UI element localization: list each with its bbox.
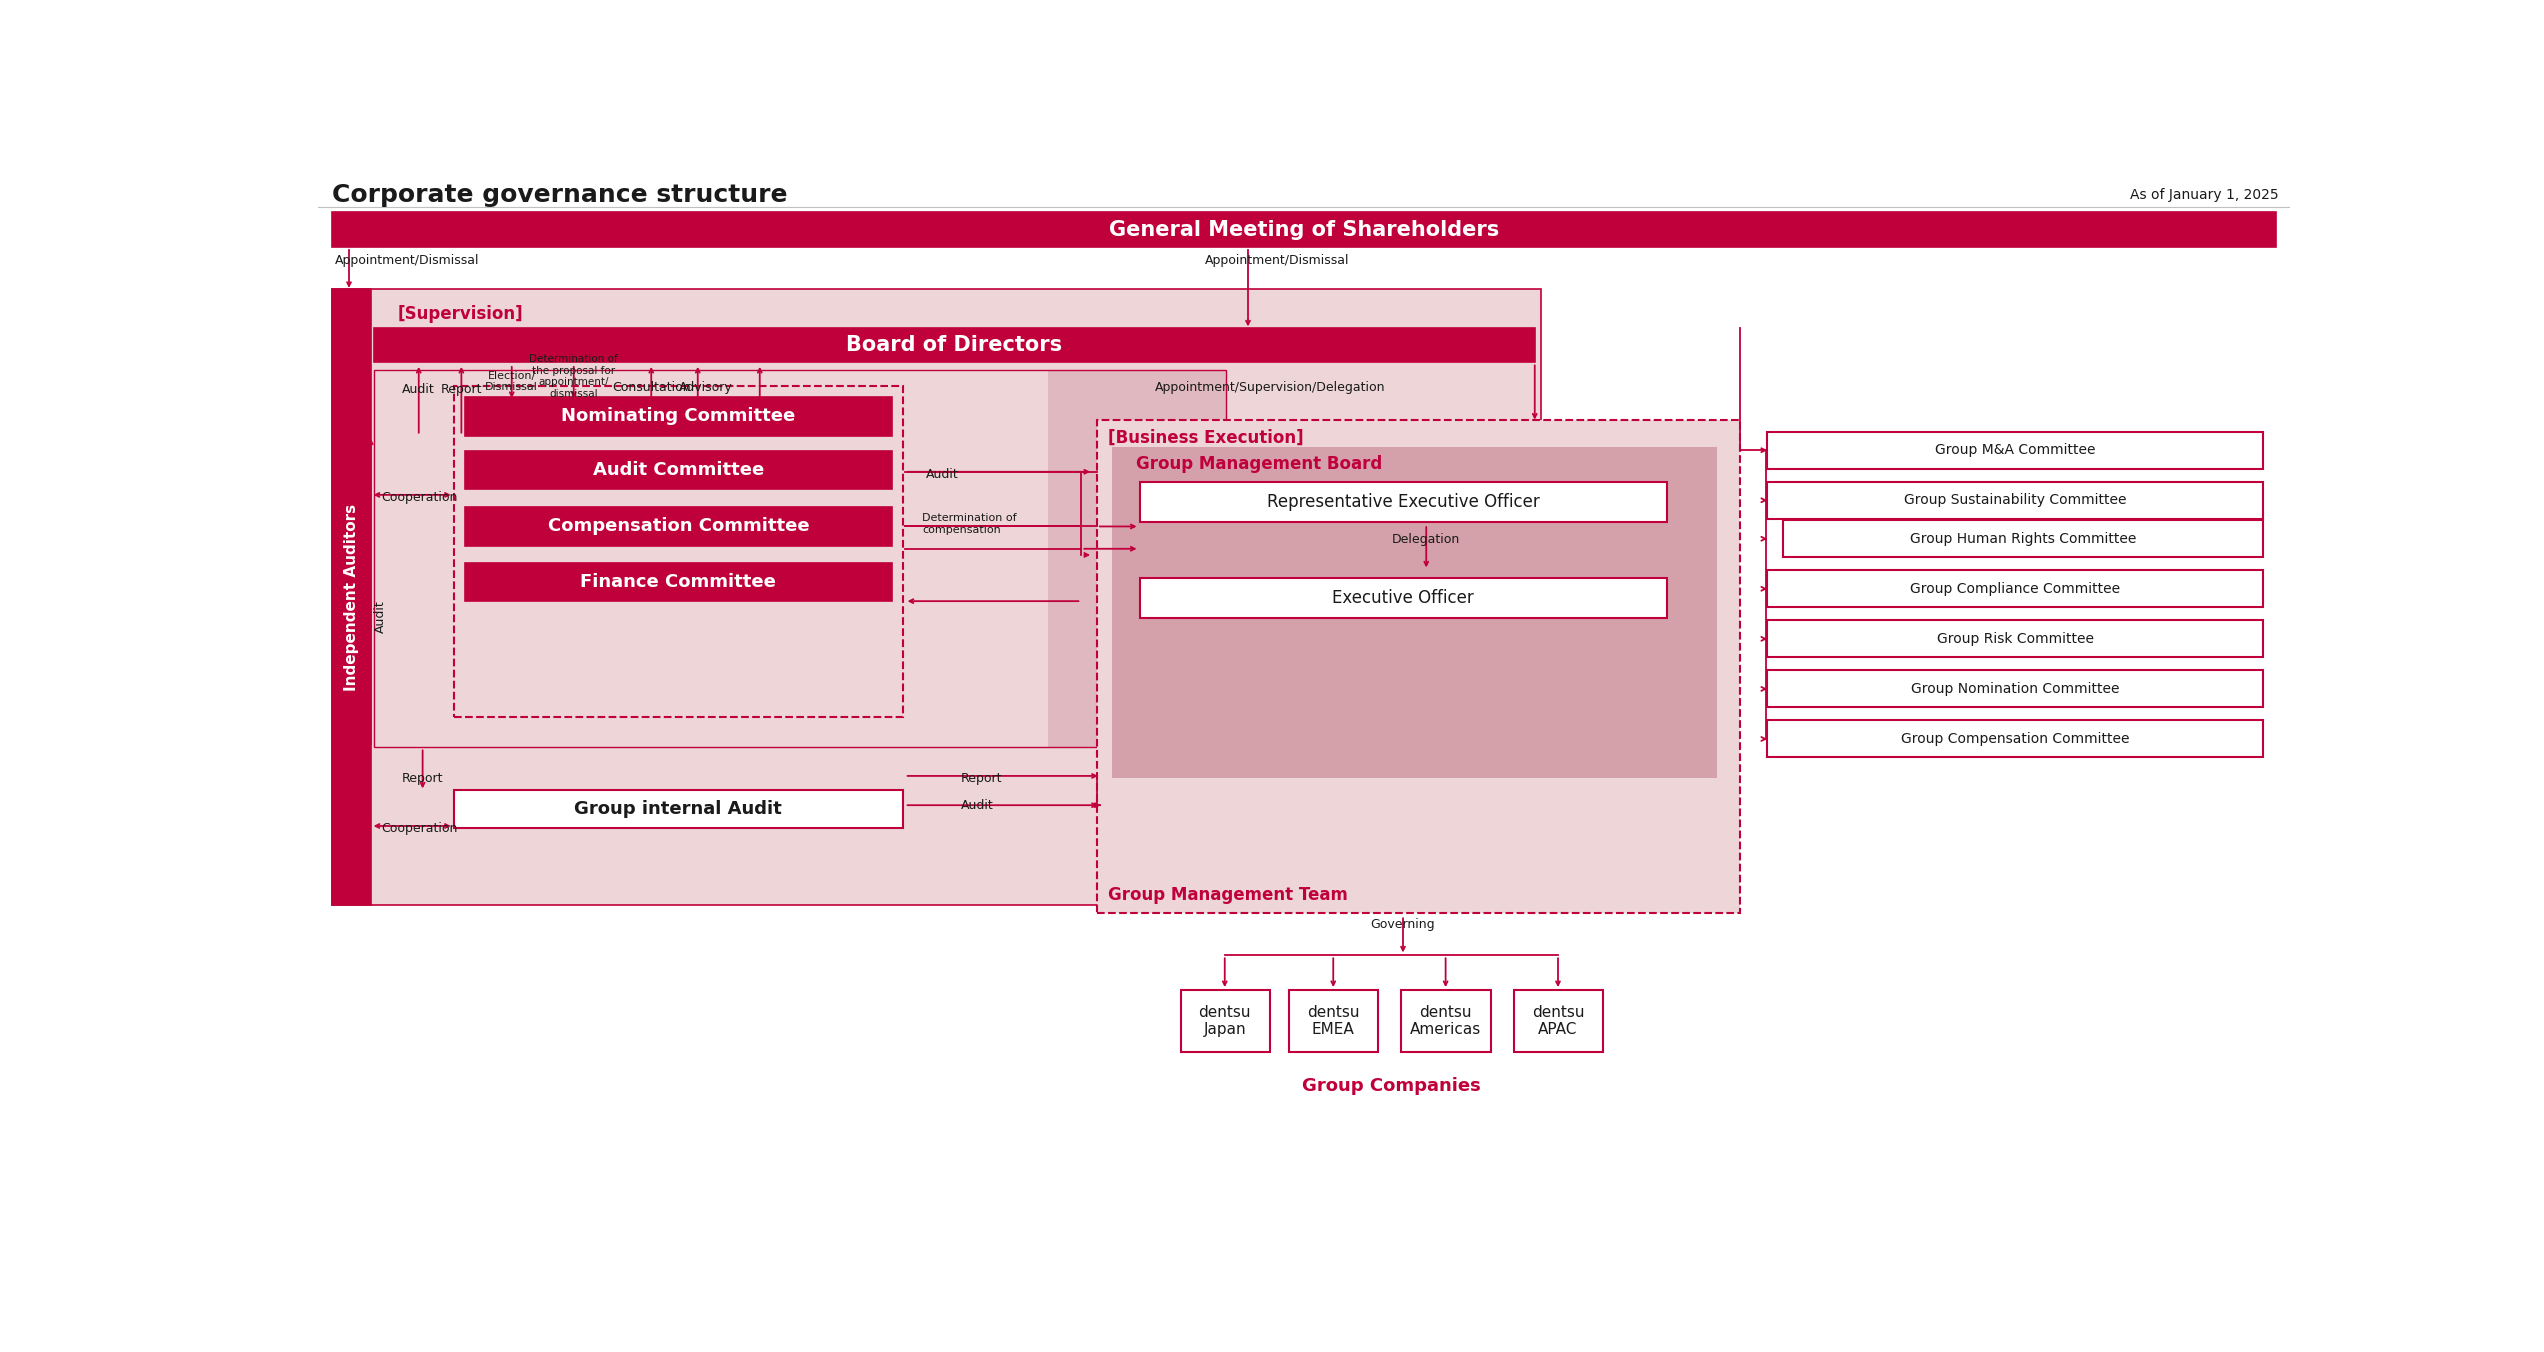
Text: Group internal Audit: Group internal Audit <box>575 800 781 818</box>
Text: Compensation Committee: Compensation Committee <box>547 518 809 535</box>
FancyBboxPatch shape <box>466 562 890 602</box>
Text: [Business Execution]: [Business Execution] <box>1109 429 1305 448</box>
Text: Consultation: Consultation <box>613 381 689 395</box>
FancyBboxPatch shape <box>374 370 1226 748</box>
Text: dentsu
Americas: dentsu Americas <box>1409 1005 1481 1037</box>
Text: Report: Report <box>962 772 1002 784</box>
FancyBboxPatch shape <box>1768 671 2264 707</box>
Text: Advisory: Advisory <box>679 381 733 395</box>
Text: Audit: Audit <box>374 600 387 633</box>
FancyBboxPatch shape <box>374 370 1048 748</box>
FancyBboxPatch shape <box>466 452 890 489</box>
Text: Group Management Team: Group Management Team <box>1109 887 1348 904</box>
Text: Audit: Audit <box>962 799 995 811</box>
Text: Report: Report <box>402 772 443 784</box>
Text: Audit: Audit <box>402 383 435 396</box>
Text: As of January 1, 2025: As of January 1, 2025 <box>2129 188 2279 201</box>
Text: Group Risk Committee: Group Risk Committee <box>1936 631 2094 646</box>
Text: Appointment/Dismissal: Appointment/Dismissal <box>1206 254 1351 268</box>
Text: Report: Report <box>440 383 483 396</box>
FancyBboxPatch shape <box>331 212 2277 247</box>
Text: Executive Officer: Executive Officer <box>1333 589 1473 607</box>
FancyBboxPatch shape <box>331 289 371 906</box>
Text: Finance Committee: Finance Committee <box>580 573 776 591</box>
FancyBboxPatch shape <box>453 790 903 829</box>
Text: Independent Auditors: Independent Auditors <box>343 504 359 691</box>
Text: Group M&A Committee: Group M&A Committee <box>1936 443 2096 457</box>
Text: dentsu
Japan: dentsu Japan <box>1198 1005 1252 1037</box>
FancyBboxPatch shape <box>1514 990 1603 1052</box>
FancyBboxPatch shape <box>466 507 890 546</box>
Text: Group Compliance Committee: Group Compliance Committee <box>1911 581 2119 596</box>
Text: [Supervision]: [Supervision] <box>397 306 524 323</box>
Text: General Meeting of Shareholders: General Meeting of Shareholders <box>1109 219 1498 239</box>
FancyBboxPatch shape <box>466 397 890 435</box>
FancyBboxPatch shape <box>1768 571 2264 607</box>
Text: Corporate governance structure: Corporate governance structure <box>331 183 789 207</box>
Text: dentsu
EMEA: dentsu EMEA <box>1308 1005 1358 1037</box>
Text: Board of Directors: Board of Directors <box>847 335 1063 356</box>
FancyBboxPatch shape <box>1096 420 1740 913</box>
Text: Group Companies: Group Companies <box>1303 1078 1481 1095</box>
FancyBboxPatch shape <box>1783 521 2264 557</box>
FancyBboxPatch shape <box>1180 990 1269 1052</box>
FancyBboxPatch shape <box>1140 579 1666 618</box>
Text: Audit Committee: Audit Committee <box>593 461 763 479</box>
Text: Delegation: Delegation <box>1392 533 1460 546</box>
Text: Representative Executive Officer: Representative Executive Officer <box>1267 493 1539 511</box>
FancyBboxPatch shape <box>1768 481 2264 519</box>
Text: Group Management Board: Group Management Board <box>1135 456 1381 473</box>
Text: Group Human Rights Committee: Group Human Rights Committee <box>1911 531 2137 546</box>
Text: Determination of
compensation: Determination of compensation <box>923 514 1018 535</box>
Text: Determination of
the proposal for
appointment/
dismissal: Determination of the proposal for appoin… <box>529 354 618 399</box>
Text: Nominating Committee: Nominating Committee <box>562 407 796 426</box>
Text: Group Compensation Committee: Group Compensation Committee <box>1900 731 2129 746</box>
Text: Group Nomination Committee: Group Nomination Committee <box>1911 681 2119 696</box>
FancyBboxPatch shape <box>331 289 1542 906</box>
Text: Cooperation: Cooperation <box>382 491 458 504</box>
FancyBboxPatch shape <box>1402 990 1491 1052</box>
Text: Appointment/Supervision/Delegation: Appointment/Supervision/Delegation <box>1155 381 1386 395</box>
Text: Election/
Dismissal: Election/ Dismissal <box>486 370 539 392</box>
Text: Audit: Audit <box>926 468 959 480</box>
Text: Governing: Governing <box>1371 918 1435 932</box>
Text: Appointment/Dismissal: Appointment/Dismissal <box>336 254 481 268</box>
Text: Group Sustainability Committee: Group Sustainability Committee <box>1903 493 2127 507</box>
FancyBboxPatch shape <box>1290 990 1379 1052</box>
FancyBboxPatch shape <box>374 327 1534 362</box>
FancyBboxPatch shape <box>1768 431 2264 469</box>
Text: dentsu
APAC: dentsu APAC <box>1531 1005 1585 1037</box>
FancyBboxPatch shape <box>1112 448 1717 779</box>
FancyBboxPatch shape <box>1768 621 2264 657</box>
FancyBboxPatch shape <box>1140 481 1666 522</box>
Text: Cooperation: Cooperation <box>382 822 458 834</box>
FancyBboxPatch shape <box>1768 721 2264 757</box>
